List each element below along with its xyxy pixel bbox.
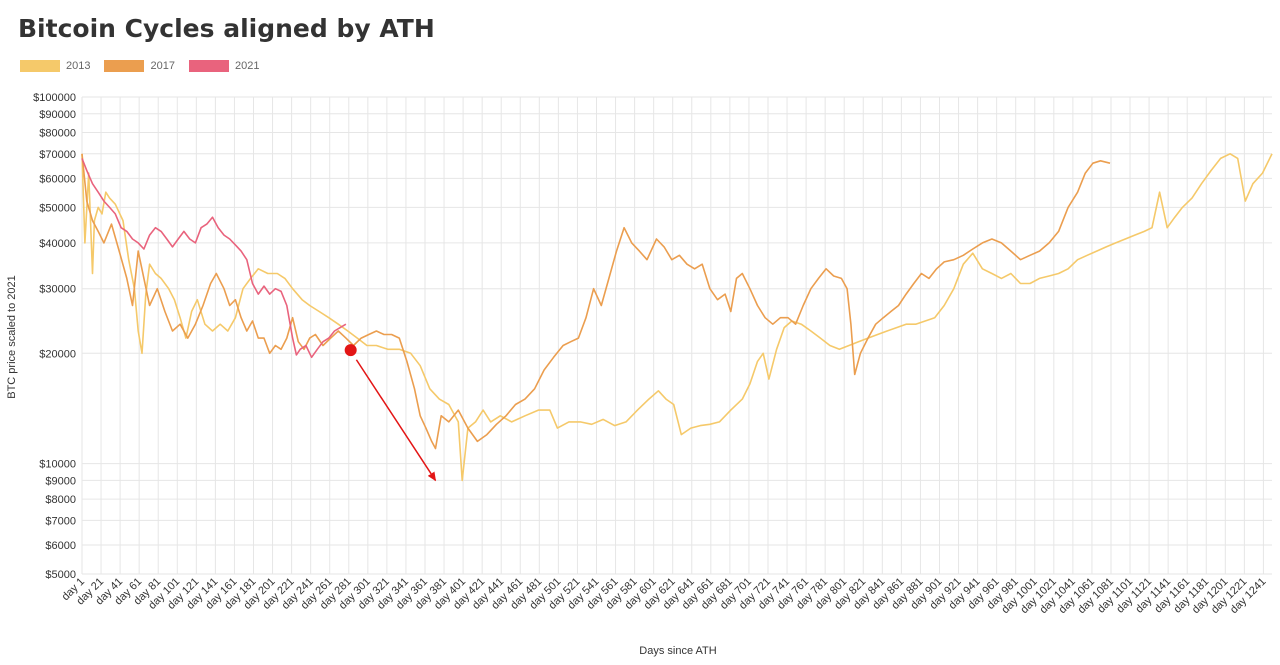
y-axis-label: BTC price scaled to 2021 (6, 275, 18, 399)
legend-item-2013[interactable]: 2013 (20, 60, 90, 72)
legend-label-2013: 2013 (66, 60, 91, 72)
legend-label-2017: 2017 (150, 60, 175, 72)
y-tick-label: $5000 (45, 569, 76, 581)
y-tick-label: $90000 (39, 109, 76, 121)
legend-swatch-2017 (104, 60, 145, 72)
legend-swatch-2013 (20, 60, 60, 72)
grid (81, 96, 1272, 575)
y-axis-ticks: $100000 $90000 $80000 $70000 $60000 $50000 $40… (33, 92, 76, 581)
y-tick-label: $70000 (39, 149, 76, 161)
series-lines (81, 153, 1273, 482)
y-tick-label: $6000 (45, 540, 76, 552)
y-tick-label: $8000 (45, 494, 76, 506)
legend: 2013 2017 2021 (20, 59, 273, 73)
x-axis-label: Days since ATH (639, 645, 716, 657)
legend-item-2017[interactable]: 2017 (104, 60, 175, 72)
y-tick-label: $30000 (39, 284, 76, 296)
y-tick-label: $10000 (39, 459, 76, 471)
y-tick-label: $20000 (39, 348, 76, 360)
chart-title: Bitcoin Cycles aligned by ATH (18, 14, 435, 43)
series-line-2013 (81, 153, 1273, 482)
annotation-arrow (355, 359, 437, 482)
y-tick-label: $80000 (39, 128, 76, 140)
y-tick-label: $50000 (39, 202, 76, 214)
annotations (344, 344, 437, 482)
legend-item-2021[interactable]: 2021 (188, 60, 260, 72)
y-tick-label: $7000 (45, 515, 76, 527)
legend-label-2021: 2021 (234, 60, 260, 72)
y-tick-label: $100000 (33, 92, 76, 104)
y-tick-label: $9000 (45, 475, 76, 487)
highlight-marker (344, 344, 357, 357)
legend-swatch-2021 (188, 60, 229, 72)
y-tick-label: $40000 (39, 238, 76, 250)
y-tick-label: $60000 (39, 173, 76, 185)
series-line-2017 (81, 153, 1111, 450)
series-line-2021 (81, 158, 347, 359)
